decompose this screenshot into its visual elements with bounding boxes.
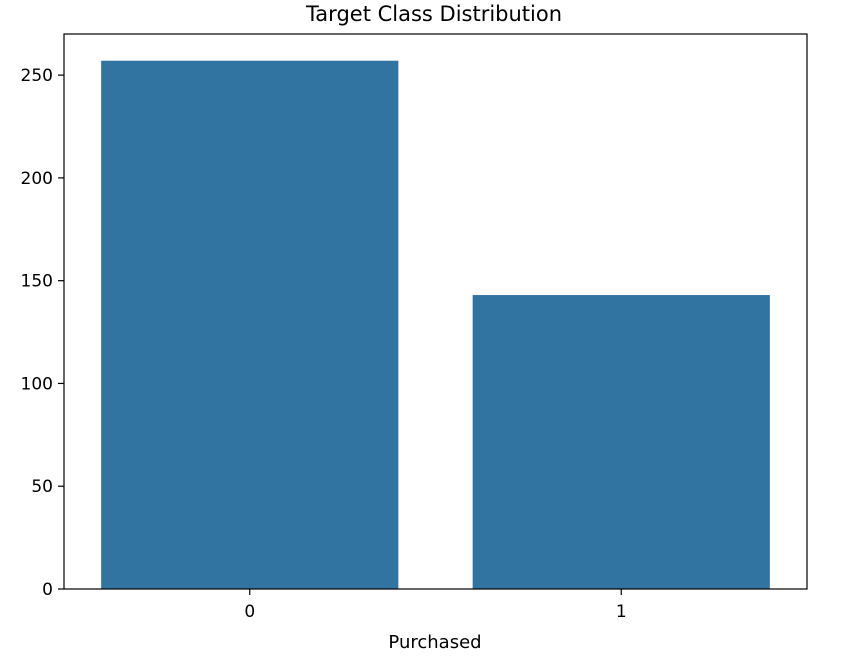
x-tick-label: 1 bbox=[616, 602, 627, 622]
x-axis-label: Purchased bbox=[388, 632, 481, 653]
chart-title: Target Class Distribution bbox=[305, 2, 562, 26]
y-tick-label: 0 bbox=[42, 580, 53, 600]
plot-frame bbox=[63, 33, 808, 590]
y-tick-label: 250 bbox=[21, 66, 53, 86]
bar-1 bbox=[472, 295, 770, 589]
y-tick-label: 200 bbox=[21, 169, 53, 189]
x-tick-label: 0 bbox=[244, 602, 255, 622]
bar-0 bbox=[101, 60, 399, 589]
y-tick-label: 100 bbox=[21, 374, 53, 394]
y-tick-label: 150 bbox=[21, 272, 53, 292]
y-tick-label: 50 bbox=[31, 477, 53, 497]
bars-layer bbox=[101, 60, 770, 589]
y-axis: 0 50 100 150 200 250 bbox=[21, 66, 64, 600]
